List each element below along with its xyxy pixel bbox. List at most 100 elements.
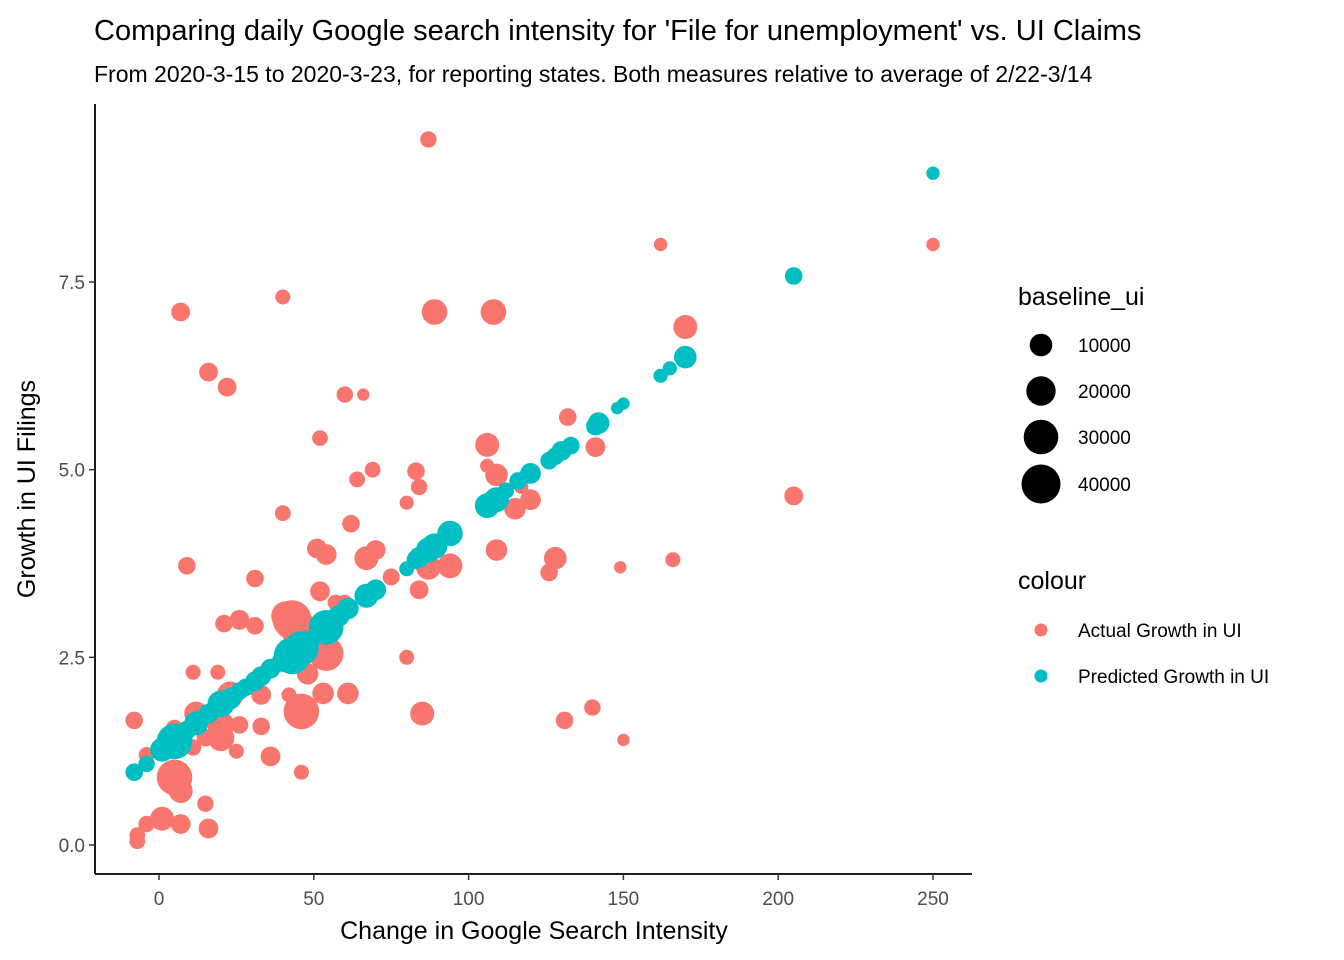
actual-point-36 — [178, 557, 196, 575]
chart-subtitle: From 2020-3-15 to 2020-3-23, for reporti… — [94, 61, 1093, 87]
actual-point-63 — [283, 693, 320, 730]
actual-point-70 — [230, 716, 249, 734]
actual-point-28 — [342, 514, 360, 533]
y-axis-ticks: 0.0 2.5 5.0 7.5 — [59, 273, 95, 857]
actual-point-6 — [480, 299, 507, 325]
x-tick-label: 100 — [453, 889, 485, 910]
predicted-point-26 — [354, 583, 379, 608]
actual-point-56 — [210, 664, 226, 680]
actual-point-25 — [399, 495, 414, 510]
actual-point-0 — [420, 131, 437, 148]
y-tick-label: 7.5 — [59, 273, 85, 294]
predicted-point-47 — [150, 737, 175, 762]
actual-point-66 — [584, 699, 601, 716]
actual-point-87 — [198, 818, 219, 839]
actual-point-54 — [399, 649, 415, 665]
size-legend-key — [1026, 376, 1056, 406]
actual-point-13 — [312, 430, 328, 446]
actual-point-35 — [665, 552, 681, 568]
actual-point-24 — [520, 489, 541, 511]
actual-point-76 — [228, 743, 244, 759]
actual-point-1 — [653, 237, 668, 252]
actual-point-33 — [354, 546, 379, 571]
actual-point-9 — [217, 377, 237, 397]
actual-point-79 — [260, 746, 281, 767]
colour-legend-title: colour — [1018, 567, 1086, 595]
x-tick-label: 150 — [608, 889, 640, 910]
x-tick-label: 0 — [154, 889, 165, 910]
actual-point-68 — [555, 711, 574, 730]
actual-point-7 — [673, 315, 698, 339]
size-legend-label: 10000 — [1078, 336, 1131, 357]
actual-point-37 — [437, 553, 463, 579]
colour-legend-label: Actual Growth in UI — [1078, 621, 1242, 642]
plot-points — [125, 131, 940, 850]
actual-point-4 — [171, 302, 191, 322]
actual-point-84 — [150, 806, 175, 831]
x-axis-title: Change in Google Search Intensity — [340, 917, 728, 945]
actual-point-11 — [357, 388, 370, 401]
actual-point-18 — [407, 462, 425, 481]
size-legend-key — [1021, 464, 1061, 504]
predicted-point-18 — [474, 493, 500, 519]
y-tick-label: 2.5 — [59, 648, 85, 669]
actual-point-51 — [246, 617, 264, 635]
predicted-point-24 — [399, 561, 415, 577]
y-axis-title: Growth in UI Filings — [13, 380, 41, 598]
size-legend-key — [1029, 333, 1053, 357]
size-legend-label: 40000 — [1078, 475, 1131, 496]
x-tick-label: 250 — [917, 889, 949, 910]
actual-point-20 — [349, 471, 365, 488]
actual-point-49 — [229, 609, 250, 630]
actual-point-10 — [336, 386, 353, 403]
predicted-point-12 — [540, 451, 558, 470]
predicted-point-14 — [509, 472, 527, 490]
chart-title: Comparing daily Google search intensity … — [94, 15, 1141, 47]
actual-point-42 — [246, 569, 264, 588]
actual-point-31 — [485, 539, 508, 561]
actual-point-23 — [784, 486, 804, 506]
actual-point-67 — [125, 711, 143, 730]
size-legend-key — [1023, 419, 1059, 455]
actual-point-27 — [274, 505, 291, 522]
size-legend-title: baseline_ui — [1018, 283, 1145, 311]
actual-point-19 — [485, 463, 508, 487]
actual-point-8 — [199, 362, 218, 382]
actual-point-73 — [207, 724, 235, 752]
predicted-point-48 — [138, 755, 155, 773]
actual-point-80 — [293, 764, 309, 780]
predicted-point-8 — [586, 416, 605, 436]
actual-point-55 — [185, 664, 201, 680]
actual-point-71 — [252, 717, 270, 736]
actual-point-2 — [926, 237, 940, 252]
actual-point-17 — [364, 461, 381, 478]
actual-point-41 — [382, 568, 400, 586]
predicted-point-1 — [784, 267, 803, 285]
size-legend-label: 20000 — [1078, 382, 1131, 403]
actual-point-62 — [337, 682, 359, 705]
colour-legend-label: Predicted Growth in UI — [1078, 667, 1269, 688]
x-tick-label: 200 — [762, 889, 794, 910]
actual-point-44 — [310, 581, 330, 602]
actual-point-77 — [617, 733, 630, 747]
actual-point-26 — [504, 497, 526, 520]
predicted-point-4 — [653, 368, 668, 383]
x-tick-label: 50 — [303, 889, 324, 910]
actual-point-5 — [421, 299, 448, 325]
colour-legend: Actual Growth in UI Predicted Growth in U… — [1034, 621, 1269, 688]
actual-point-3 — [275, 289, 291, 305]
y-tick-label: 5.0 — [59, 461, 85, 482]
actual-point-85 — [138, 815, 155, 833]
actual-point-15 — [585, 437, 606, 457]
actual-point-43 — [409, 580, 429, 600]
actual-point-82 — [168, 779, 193, 803]
predicted-point-2 — [674, 345, 697, 369]
colour-legend-key — [1034, 623, 1048, 637]
actual-point-86 — [170, 814, 191, 834]
colour-legend-key — [1034, 669, 1048, 683]
actual-point-50 — [215, 614, 233, 633]
y-tick-label: 0.0 — [59, 836, 85, 857]
predicted-point-6 — [611, 401, 624, 415]
actual-point-12 — [558, 408, 577, 426]
